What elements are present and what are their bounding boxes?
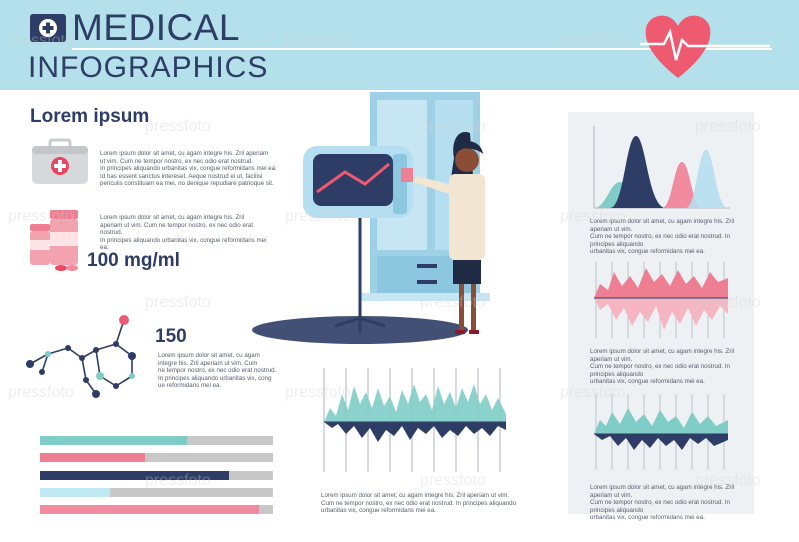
center-chart-description: Lorem ipsum dolor sit amet, cu agam inte… bbox=[321, 492, 517, 515]
progress-bar-fill-2 bbox=[40, 453, 145, 462]
progress-bar-track-2 bbox=[40, 453, 273, 462]
teal-wave-chart bbox=[590, 392, 732, 477]
dose-description: Lorem ipsum dolor sit amet, cu agam inte… bbox=[100, 214, 267, 252]
first-aid-logo-icon bbox=[30, 14, 66, 42]
watermark: pressfoto bbox=[285, 32, 351, 49]
medical-kit-icon bbox=[30, 138, 90, 191]
page-title-line1: MEDICAL bbox=[72, 7, 240, 48]
watermark: pressfoto bbox=[145, 472, 211, 489]
doctor-illustration bbox=[245, 88, 545, 353]
panel-chart-2-description: Lorem ipsum dolor sit amet, cu agam inte… bbox=[590, 348, 735, 386]
center-wave-chart bbox=[318, 364, 514, 481]
progress-bar-track-1 bbox=[40, 436, 273, 445]
kit-description: Lorem ipsum dolor sit amet, cu agam inte… bbox=[100, 150, 277, 188]
panel-chart-3-description: Lorem ipsum dolor sit amet, cu agam inte… bbox=[590, 484, 735, 522]
watermark: pressfoto bbox=[560, 384, 626, 401]
watermark: pressfoto bbox=[420, 294, 486, 311]
progress-bar-track-3 bbox=[40, 471, 273, 480]
page-title-line2: INFOGRAPHICS bbox=[28, 51, 269, 84]
bell-curves-chart bbox=[590, 124, 732, 215]
watermark: pressfoto bbox=[285, 384, 351, 401]
panel-chart-1-description: Lorem ipsum dolor sit amet, cu agam inte… bbox=[590, 218, 735, 256]
watermark: pressfoto bbox=[8, 384, 74, 401]
dose-value: 100 mg/ml bbox=[87, 250, 180, 271]
progress-bar-track-5 bbox=[40, 505, 273, 514]
watermark: pressfoto bbox=[285, 208, 351, 225]
watermark: pressfoto bbox=[8, 208, 74, 225]
molecule-icon bbox=[20, 310, 150, 415]
watermark: pressfoto bbox=[695, 118, 761, 135]
heartbeat-heart-icon bbox=[640, 10, 775, 87]
watermark: pressfoto bbox=[695, 294, 761, 311]
progress-bar-fill-3 bbox=[40, 471, 229, 480]
watermark: pressfoto bbox=[145, 118, 211, 135]
header-divider bbox=[72, 48, 772, 50]
watermark: pressfoto bbox=[420, 118, 486, 135]
watermark: pressfoto bbox=[560, 208, 626, 225]
watermark: pressfoto bbox=[420, 472, 486, 489]
pink-wave-chart bbox=[590, 260, 732, 345]
molecule-value: 150 bbox=[155, 326, 187, 347]
progress-bar-fill-1 bbox=[40, 436, 187, 445]
section-heading: Lorem ipsum bbox=[30, 106, 150, 127]
watermark: pressfoto bbox=[145, 294, 211, 311]
progress-bar-track-4 bbox=[40, 488, 273, 497]
molecule-description: Lorem ipsum dolor sit amet, cu agam integ… bbox=[158, 352, 277, 390]
progress-bar-fill-5 bbox=[40, 505, 260, 514]
watermark: pressfoto bbox=[560, 32, 626, 49]
medicine-bottles-icon bbox=[28, 208, 88, 279]
watermark: pressfoto bbox=[8, 32, 74, 49]
watermark: pressfoto bbox=[695, 472, 761, 489]
progress-bar-fill-4 bbox=[40, 488, 110, 497]
